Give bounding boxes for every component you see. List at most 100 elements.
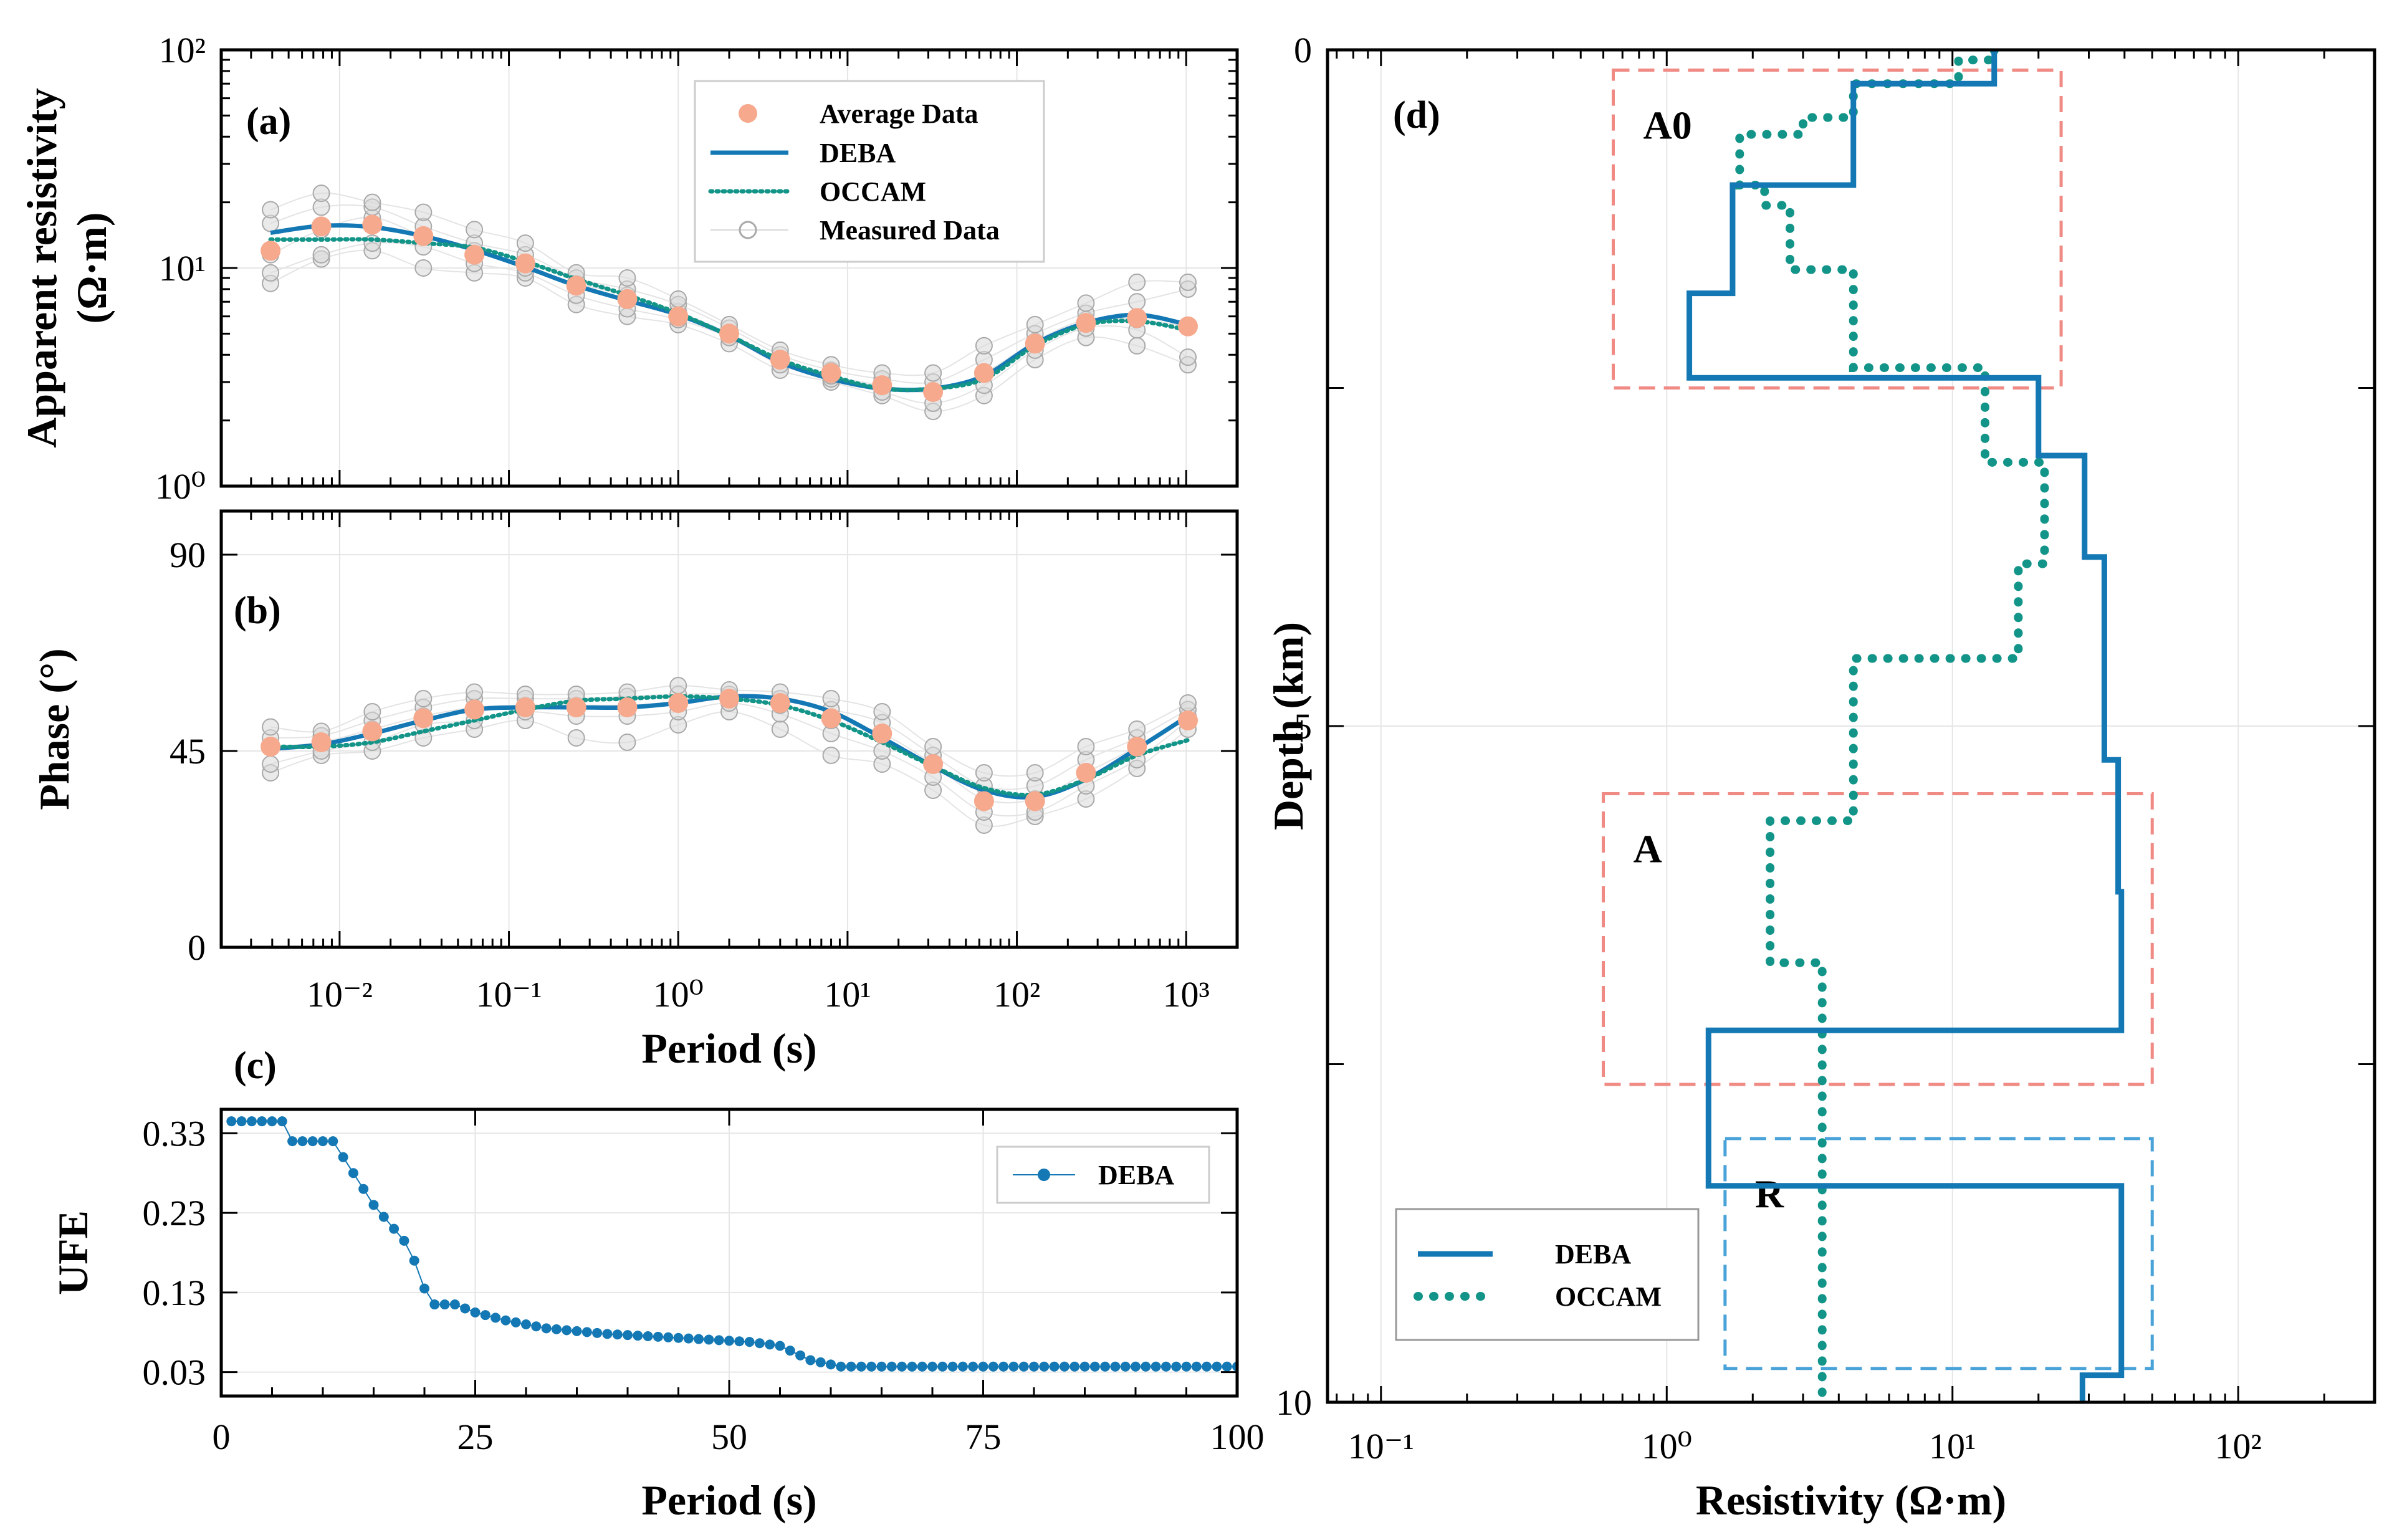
panel-a-average-series bbox=[261, 214, 1198, 403]
ufe-point bbox=[612, 1329, 623, 1340]
average-point bbox=[821, 708, 841, 729]
panel-a-ytick-label: 10⁰ bbox=[155, 466, 206, 507]
panel-a-ylabel-line1: Apparent resistivity bbox=[18, 88, 65, 447]
panel-d-xlabel: Resistivity (Ω·m) bbox=[1696, 1476, 2006, 1524]
ufe-point bbox=[998, 1361, 1009, 1372]
ufe-line bbox=[231, 1121, 1237, 1367]
measured-point bbox=[873, 703, 891, 720]
measured-point bbox=[1077, 294, 1095, 312]
ufe-point bbox=[368, 1200, 379, 1210]
ufe-point bbox=[470, 1307, 481, 1318]
measured-point bbox=[1128, 273, 1146, 291]
ufe-point bbox=[1069, 1361, 1080, 1372]
measured-point bbox=[1179, 348, 1197, 366]
ufe-point bbox=[419, 1283, 429, 1294]
measured-point bbox=[1179, 273, 1197, 291]
ufe-point bbox=[937, 1361, 948, 1372]
ufe-point bbox=[236, 1116, 247, 1127]
ufe-point bbox=[886, 1361, 897, 1372]
ufe-point bbox=[602, 1329, 613, 1339]
measured-point bbox=[822, 747, 840, 764]
zone-box bbox=[1602, 792, 2154, 1086]
ufe-point bbox=[460, 1303, 471, 1314]
panel-d-legend-frame bbox=[1395, 1208, 1700, 1341]
panel-a-ylabel-line2: (Ω·m) bbox=[68, 212, 115, 323]
ufe-point bbox=[1059, 1361, 1069, 1372]
panel-d: A0 A R 10⁻¹ 10⁰ 10¹ 10² 0 5 10 (d) Depth (km) Re… bbox=[1265, 30, 2376, 1524]
ufe-point bbox=[805, 1355, 816, 1365]
average-point bbox=[261, 241, 281, 261]
average-point bbox=[1127, 308, 1147, 328]
panel-c-ticks: 0 25 50 75 100 0.03 0.13 0.23 0.33 bbox=[143, 1109, 1265, 1457]
ufe-point bbox=[673, 1332, 684, 1343]
measured-point bbox=[466, 683, 484, 701]
ufe-point bbox=[866, 1361, 877, 1372]
ufe-point bbox=[1039, 1361, 1050, 1372]
ufe-point bbox=[581, 1327, 592, 1337]
panel-b-ytick-label: 0 bbox=[188, 927, 206, 968]
ufe-point bbox=[226, 1116, 237, 1127]
ufe-point bbox=[572, 1326, 582, 1336]
legend-c-deba-marker bbox=[1038, 1169, 1050, 1181]
average-point bbox=[566, 275, 586, 296]
ufe-point bbox=[389, 1223, 400, 1234]
ufe-point bbox=[267, 1116, 277, 1127]
panel-b-xtick-label: 10² bbox=[993, 974, 1040, 1015]
ufe-point bbox=[836, 1361, 846, 1372]
ufe-point bbox=[1120, 1361, 1131, 1372]
ufe-point bbox=[1110, 1361, 1121, 1372]
ufe-point bbox=[348, 1168, 358, 1179]
measured-point bbox=[975, 337, 993, 355]
measured-point bbox=[669, 677, 687, 694]
panel-d-xtick-label: 10⁻¹ bbox=[1348, 1426, 1414, 1466]
measured-point bbox=[1026, 764, 1044, 782]
average-point bbox=[617, 289, 638, 309]
ufe-point bbox=[257, 1116, 267, 1127]
ufe-point bbox=[957, 1361, 968, 1372]
measured-point bbox=[363, 193, 381, 211]
measured-point bbox=[414, 259, 433, 277]
panel-b-ytick-label: 45 bbox=[170, 731, 206, 772]
ufe-point bbox=[1222, 1361, 1232, 1372]
legend-measured-label: Measured Data bbox=[820, 215, 1000, 246]
legend-average-label: Average Data bbox=[820, 98, 978, 129]
panel-d-xtick-label: 10² bbox=[2215, 1426, 2262, 1466]
measured-point bbox=[975, 764, 993, 782]
ufe-point bbox=[968, 1361, 978, 1372]
panel-a-label: (a) bbox=[246, 100, 291, 143]
ufe-point bbox=[988, 1361, 998, 1372]
ufe-point bbox=[1049, 1361, 1060, 1372]
panel-d-boxes: A0 A R bbox=[1602, 69, 2154, 1370]
ufe-point bbox=[1212, 1361, 1222, 1372]
measured-point bbox=[924, 364, 942, 382]
legend-deba-label: DEBA bbox=[820, 138, 896, 168]
panel-c: 0 25 50 75 100 0.03 0.13 0.23 0.33 (c) UFE Perio… bbox=[49, 1045, 1265, 1524]
panel-c-lines bbox=[226, 1116, 1237, 1372]
panel-b-xtick-label: 10¹ bbox=[824, 974, 871, 1015]
ufe-point bbox=[338, 1152, 348, 1162]
panel-a-ytick-label: 10² bbox=[159, 30, 206, 70]
average-point bbox=[770, 693, 790, 713]
panel-c-xtick-label: 50 bbox=[711, 1417, 747, 1457]
ufe-point bbox=[1008, 1361, 1019, 1372]
panel-b-ticks: 10⁻² 10⁻¹ 10⁰ 10¹ 10² 10³ 0 45 90 bbox=[170, 511, 1238, 1015]
ufe-point bbox=[856, 1361, 866, 1372]
panel-c-xtick-label: 25 bbox=[457, 1417, 494, 1457]
ufe-point bbox=[1141, 1361, 1151, 1372]
ufe-point bbox=[307, 1136, 318, 1147]
panel-d-xtick-label: 10¹ bbox=[1929, 1426, 1976, 1466]
panel-c-xlabel: Period (s) bbox=[641, 1476, 816, 1524]
panel-b-xtick-label: 10⁻² bbox=[307, 974, 373, 1015]
ufe-point bbox=[277, 1116, 287, 1127]
zone-box bbox=[1723, 1137, 2154, 1370]
ufe-point bbox=[765, 1339, 775, 1350]
ufe-point bbox=[775, 1341, 785, 1351]
ufe-point bbox=[653, 1331, 663, 1342]
measured-point bbox=[262, 755, 280, 773]
average-point bbox=[872, 375, 892, 396]
panel-b-label: (b) bbox=[234, 590, 281, 632]
panel-b-xlabel: Period (s) bbox=[641, 1025, 816, 1072]
legend-occam-label: OCCAM bbox=[820, 176, 926, 207]
measured-point bbox=[1128, 293, 1146, 311]
